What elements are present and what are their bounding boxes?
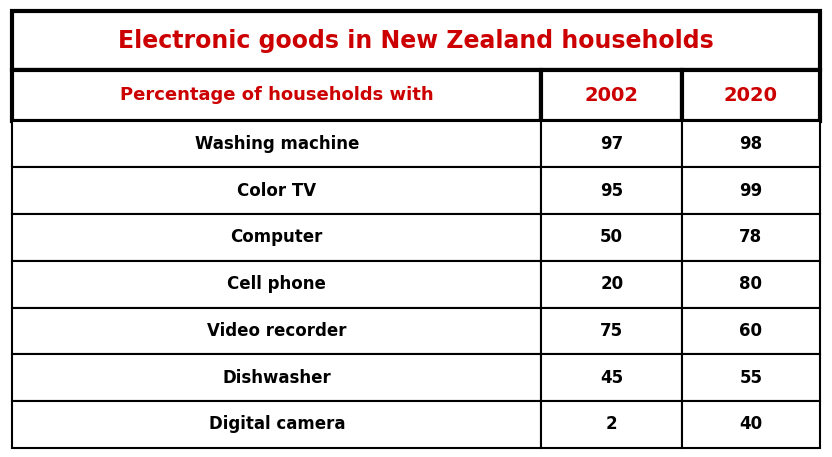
Bar <box>12 70 541 121</box>
Text: 2002: 2002 <box>585 86 639 105</box>
Bar <box>682 308 820 354</box>
Bar <box>541 121 682 167</box>
Bar <box>682 70 820 121</box>
Bar <box>12 354 541 401</box>
Text: 97: 97 <box>600 135 623 153</box>
Text: Dishwasher: Dishwasher <box>222 369 331 387</box>
Text: 45: 45 <box>600 369 623 387</box>
Text: Cell phone: Cell phone <box>227 275 326 293</box>
Bar <box>682 167 820 214</box>
Text: 95: 95 <box>600 182 623 200</box>
Bar <box>682 214 820 261</box>
Bar <box>12 214 541 261</box>
Text: Washing machine: Washing machine <box>195 135 359 153</box>
Bar <box>682 261 820 308</box>
Bar <box>541 167 682 214</box>
Text: Color TV: Color TV <box>237 182 316 200</box>
Text: 2020: 2020 <box>724 86 778 105</box>
Bar <box>541 214 682 261</box>
Bar <box>541 354 682 401</box>
Bar <box>12 308 541 354</box>
Text: 20: 20 <box>600 275 623 293</box>
Text: 50: 50 <box>600 228 623 246</box>
Text: Percentage of households with: Percentage of households with <box>120 86 433 105</box>
Text: Video recorder: Video recorder <box>207 322 347 340</box>
Text: 40: 40 <box>740 415 762 434</box>
Text: 78: 78 <box>740 228 762 246</box>
Bar <box>12 401 541 448</box>
Bar <box>682 401 820 448</box>
Text: 98: 98 <box>740 135 762 153</box>
Bar <box>682 354 820 401</box>
Bar <box>541 401 682 448</box>
Bar <box>541 308 682 354</box>
Text: 80: 80 <box>740 275 762 293</box>
Text: Electronic goods in New Zealand households: Electronic goods in New Zealand househol… <box>118 29 714 53</box>
Bar <box>541 70 682 121</box>
Text: 99: 99 <box>740 182 763 200</box>
Text: 60: 60 <box>740 322 762 340</box>
Bar <box>541 261 682 308</box>
Text: 55: 55 <box>740 369 762 387</box>
Text: 2: 2 <box>606 415 617 434</box>
Text: Computer: Computer <box>230 228 323 246</box>
Bar <box>12 167 541 214</box>
Text: Digital camera: Digital camera <box>209 415 345 434</box>
Bar <box>12 11 820 70</box>
Bar <box>12 261 541 308</box>
Text: 75: 75 <box>600 322 623 340</box>
Bar <box>682 121 820 167</box>
Bar <box>12 121 541 167</box>
